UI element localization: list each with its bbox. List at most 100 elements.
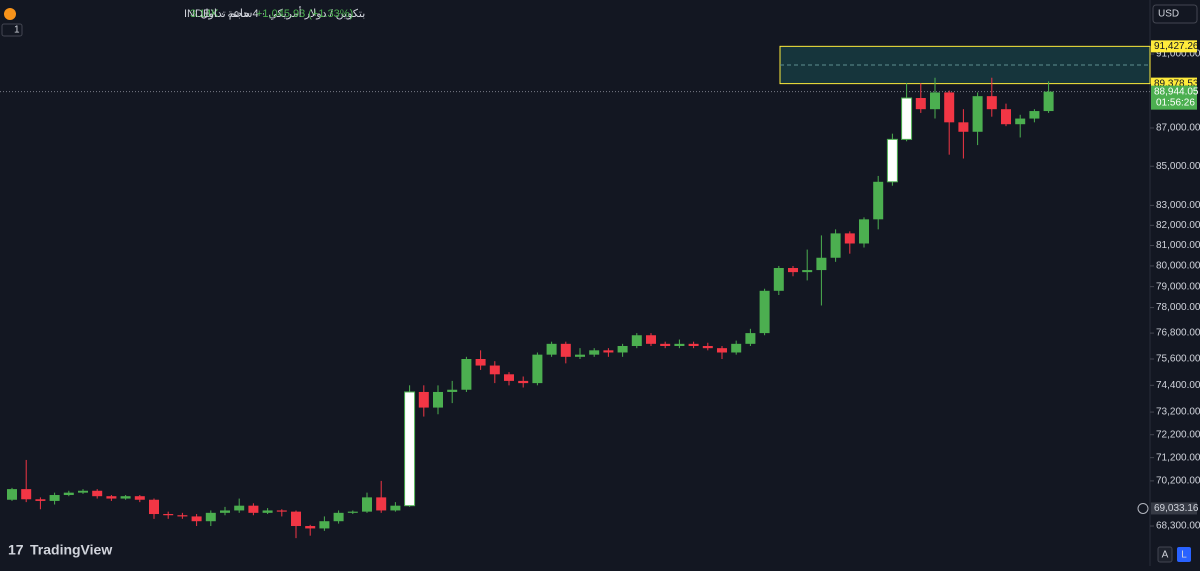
candle-body: [78, 490, 88, 493]
candle-body: [248, 505, 259, 513]
interval-count[interactable]: 1: [14, 25, 20, 36]
candle-body: [461, 359, 472, 390]
candle-body: [575, 354, 585, 357]
candle-body: [49, 495, 60, 501]
candle-body: [504, 374, 514, 381]
candle-body: [362, 497, 372, 512]
candle-body: [1015, 118, 1026, 125]
logo: TradingView: [30, 542, 112, 558]
currency[interactable]: USD: [1158, 9, 1179, 20]
y-tick-label: 71,200.00: [1156, 452, 1200, 463]
log-label[interactable]: L: [1181, 550, 1187, 561]
candle-body: [376, 497, 387, 511]
candle-body: [63, 492, 74, 496]
candle-body: [489, 365, 500, 375]
countdown: 01:56:26: [1156, 97, 1195, 108]
currency-select[interactable]: [1152, 4, 1198, 24]
candle-body: [234, 505, 245, 511]
candle-body: [859, 219, 869, 244]
candle-body: [149, 499, 159, 515]
candle-body: [333, 512, 344, 522]
y-tick-label: 75,600.00: [1156, 354, 1200, 365]
candle-body: [518, 380, 529, 384]
crosshair-tag: [1151, 502, 1197, 515]
auto-label[interactable]: A: [1162, 550, 1169, 561]
candle-body: [731, 343, 742, 353]
range-tag: [1151, 40, 1197, 53]
crosshair-label: 69,033.16: [1154, 503, 1199, 514]
add-alert[interactable]: [1137, 502, 1149, 514]
candle-body: [475, 359, 486, 366]
candle-body: [418, 391, 429, 408]
candle-body: [873, 181, 884, 220]
y-tick-label: 79,000.00: [1156, 281, 1200, 292]
candle-body: [347, 511, 358, 513]
candle-body: [1001, 109, 1011, 125]
candle-body: [7, 489, 17, 500]
candle-body: [177, 515, 188, 517]
log-button[interactable]: [1177, 547, 1191, 562]
candle-body: [560, 343, 571, 357]
candle-body: [120, 496, 131, 499]
candle-body: [546, 343, 557, 355]
y-tick-label: 85,000.00: [1156, 161, 1200, 172]
candle-body: [205, 512, 216, 522]
candle-body: [617, 345, 628, 353]
y-tick-label: 83,000.00: [1156, 200, 1200, 211]
candle-body: [319, 521, 330, 529]
candle-body: [21, 489, 32, 500]
candle-body: [305, 526, 316, 529]
volume-value: 3.14K: [190, 8, 219, 20]
candle-body: [886, 138, 898, 183]
candle-body: [106, 496, 117, 499]
candle-body: [163, 514, 174, 516]
candle-body: [830, 233, 841, 258]
candle-body: [844, 233, 855, 244]
candle-body: [447, 389, 458, 392]
candle-body: [759, 290, 770, 334]
candle-body: [191, 516, 202, 522]
candle-body: [901, 97, 913, 140]
price-change: +1,045.93 (+1.33%): [256, 8, 353, 20]
candle-body: [688, 343, 699, 346]
candle-body: [589, 350, 600, 355]
candle-body: [674, 343, 685, 346]
candle-body: [915, 98, 926, 110]
candle-body: [631, 335, 642, 346]
y-tick-label: 81,000.00: [1156, 240, 1200, 251]
y-tick-label: 70,200.00: [1156, 476, 1200, 487]
candle-body: [390, 505, 401, 511]
candle-body: [276, 510, 287, 512]
candle-body: [986, 96, 997, 110]
y-tick-label: 68,300.00: [1156, 521, 1200, 532]
y-tick-label: 82,000.00: [1156, 220, 1200, 231]
candle-body: [291, 511, 301, 527]
candle-body: [773, 268, 784, 291]
candle-body: [134, 496, 145, 500]
candle-body: [262, 510, 273, 513]
y-tick-label: 80,000.00: [1156, 261, 1200, 272]
candle-body: [958, 122, 969, 132]
range-label: 89,378.53: [1154, 78, 1199, 89]
logo-mark: 17: [8, 542, 24, 558]
interval-toggle[interactable]: [1, 23, 23, 37]
candle-body: [532, 354, 543, 384]
auto-button[interactable]: [1157, 546, 1173, 563]
candle-body: [1029, 111, 1040, 119]
candle-body: [603, 350, 614, 353]
candle-body: [816, 257, 827, 271]
candle-body: [92, 490, 103, 497]
y-tick-label: 87,000.00: [1156, 123, 1200, 134]
symbol-icon: [4, 8, 16, 20]
last-price-label: 88,944.05: [1154, 86, 1199, 97]
candle-body: [788, 268, 798, 273]
y-tick-label: 78,000.00: [1156, 302, 1200, 313]
candle-body: [646, 335, 656, 344]
candle-body: [717, 348, 727, 353]
y-tick-label: 73,200.00: [1156, 407, 1200, 418]
y-tick-label: 91,000.00: [1156, 49, 1200, 60]
candle-body: [702, 345, 713, 349]
